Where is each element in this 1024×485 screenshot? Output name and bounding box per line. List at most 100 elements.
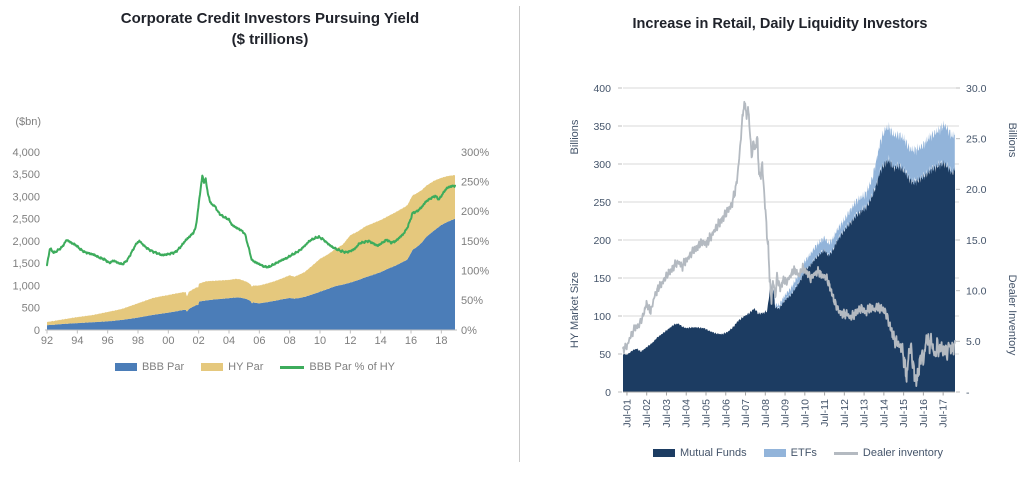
left-axis-tick-label: 150 — [593, 273, 611, 285]
left-axis-title-hy-market-size: HY Market Size — [569, 272, 581, 348]
x-tick-label: 98 — [132, 335, 144, 347]
left-axis-tick-label: 500 — [22, 303, 40, 315]
right-axis-tick-label: 0% — [461, 325, 477, 337]
series-area-etfs — [772, 120, 955, 310]
x-tick-label: Jul-07 — [740, 399, 752, 428]
legend-label: HY Par — [228, 361, 264, 373]
legend-label: ETFs — [790, 447, 817, 459]
right-axis-tick-label: 150% — [461, 236, 489, 248]
right-axis-tick-label: 5.0 — [966, 336, 981, 348]
right-axis-tick-label: 20.0 — [966, 184, 987, 196]
x-tick-label: 92 — [41, 335, 53, 347]
series-line-bbb-par-of-hy — [46, 174, 456, 269]
legend-label: BBB Par — [141, 361, 185, 373]
right-axis-tick-label: 10.0 — [966, 285, 987, 297]
left-axis-tick-label: 3,500 — [12, 169, 40, 181]
x-tick-label: Jul-01 — [621, 399, 633, 428]
right-axis-tick-label: 100% — [461, 265, 489, 277]
series-area-hy-par — [47, 175, 455, 326]
x-tick-label: Jul-06 — [720, 399, 732, 428]
left-axis-tick-label: 1,000 — [12, 280, 40, 292]
right-axis-tick-label: 25.0 — [966, 133, 987, 145]
legend-color-swatch — [114, 363, 137, 371]
left-axis-tick-label: 3,000 — [12, 191, 40, 203]
left-axis-tick-label: 2,500 — [12, 214, 40, 226]
legend-item-mutual-funds: Mutual Funds — [652, 447, 747, 459]
right-axis-tick-label: 250% — [461, 176, 489, 188]
x-tick-label: Jul-10 — [799, 399, 811, 428]
left-axis-title-billions: Billions — [569, 119, 581, 154]
x-tick-label: 14 — [375, 335, 387, 347]
series-area-bbb-par — [47, 218, 455, 330]
right-axis-tick-label: 200% — [461, 206, 489, 218]
series-line-dealer-inventory — [622, 100, 956, 387]
x-tick-label: Jul-15 — [898, 399, 910, 428]
left-axis-tick-label: 2,000 — [12, 236, 40, 248]
x-tick-label: Jul-17 — [938, 399, 950, 428]
x-tick-label: 96 — [102, 335, 114, 347]
left-chart-unit-label: ($bn) — [15, 116, 41, 128]
right-axis-tick-label: - — [966, 387, 970, 399]
left-chart-legend: BBB Par HY Par BBB Par % of HY — [40, 361, 470, 373]
legend-label: Dealer inventory — [862, 447, 944, 459]
x-tick-label: Jul-09 — [780, 399, 792, 428]
left-chart-title: Corporate Credit Investors Pursuing Yiel… — [60, 8, 480, 50]
x-tick-label: Jul-02 — [641, 399, 653, 428]
x-tick-label: Jul-14 — [878, 399, 890, 428]
left-axis-tick-label: 0 — [34, 325, 40, 337]
right-axis-title-billions: Billions — [1006, 123, 1018, 158]
x-tick-label: 18 — [435, 335, 447, 347]
right-chart-legend: Mutual Funds ETFs Dealer inventory — [615, 447, 981, 459]
right-axis-tick-label: 30.0 — [966, 83, 987, 95]
x-tick-label: Jul-05 — [701, 399, 713, 428]
x-tick-label: Jul-11 — [819, 399, 831, 427]
legend-label: Mutual Funds — [679, 447, 747, 459]
x-tick-label: 02 — [193, 335, 205, 347]
left-axis-tick-label: 4,000 — [12, 147, 40, 159]
legend-item-bbb-par-of-hy: BBB Par % of HY — [280, 361, 395, 373]
x-tick-label: 10 — [314, 335, 326, 347]
legend-line-swatch — [833, 451, 858, 455]
x-tick-label: 12 — [344, 335, 356, 347]
left-axis-tick-label: 250 — [593, 197, 611, 209]
x-tick-label: 08 — [284, 335, 296, 347]
legend-item-dealer-inventory: Dealer inventory — [833, 447, 944, 459]
series-area-mutual-funds — [623, 157, 955, 392]
legend-item-hy-par: HY Par — [201, 361, 263, 373]
left-chart-title-line: Corporate Credit Investors Pursuing Yiel… — [120, 10, 420, 27]
x-tick-label: Jul-13 — [859, 399, 871, 428]
legend-color-swatch — [763, 449, 786, 457]
charts-divider — [519, 6, 520, 462]
x-tick-label: Jul-16 — [918, 399, 930, 428]
right-axis-title-dealer-inventory: Dealer Inventory — [1006, 275, 1018, 356]
left-axis-tick-label: 100 — [593, 311, 611, 323]
left-axis-tick-label: 400 — [593, 83, 611, 95]
legend-label: BBB Par % of HY — [309, 361, 396, 373]
legend-color-swatch — [201, 363, 224, 371]
left-axis-tick-label: 1,500 — [12, 258, 40, 270]
right-chart-title: Increase in Retail, Daily Liquidity Inve… — [632, 16, 928, 32]
x-tick-label: Jul-04 — [681, 399, 693, 428]
right-axis-tick-label: 50% — [461, 295, 483, 307]
left-chart-subtitle: ($ trillions) — [231, 31, 309, 48]
legend-item-etfs: ETFs — [763, 447, 817, 459]
x-tick-label: 16 — [405, 335, 417, 347]
x-tick-label: 94 — [71, 335, 83, 347]
right-axis-tick-label: 15.0 — [966, 235, 987, 247]
left-axis-tick-label: 0 — [605, 387, 611, 399]
x-tick-label: Jul-08 — [760, 399, 772, 428]
left-axis-tick-label: 50 — [599, 349, 611, 361]
left-axis-tick-label: 300 — [593, 159, 611, 171]
left-axis-tick-label: 350 — [593, 121, 611, 133]
x-tick-label: Jul-12 — [839, 399, 851, 428]
legend-color-swatch — [652, 449, 675, 457]
x-tick-label: 06 — [253, 335, 265, 347]
x-tick-label: Jul-03 — [661, 399, 673, 428]
left-axis-tick-label: 200 — [593, 235, 611, 247]
right-axis-tick-label: 300% — [461, 147, 489, 159]
x-tick-label: 00 — [162, 335, 174, 347]
x-tick-label: 04 — [223, 335, 235, 347]
legend-item-bbb-par: BBB Par — [114, 361, 185, 373]
